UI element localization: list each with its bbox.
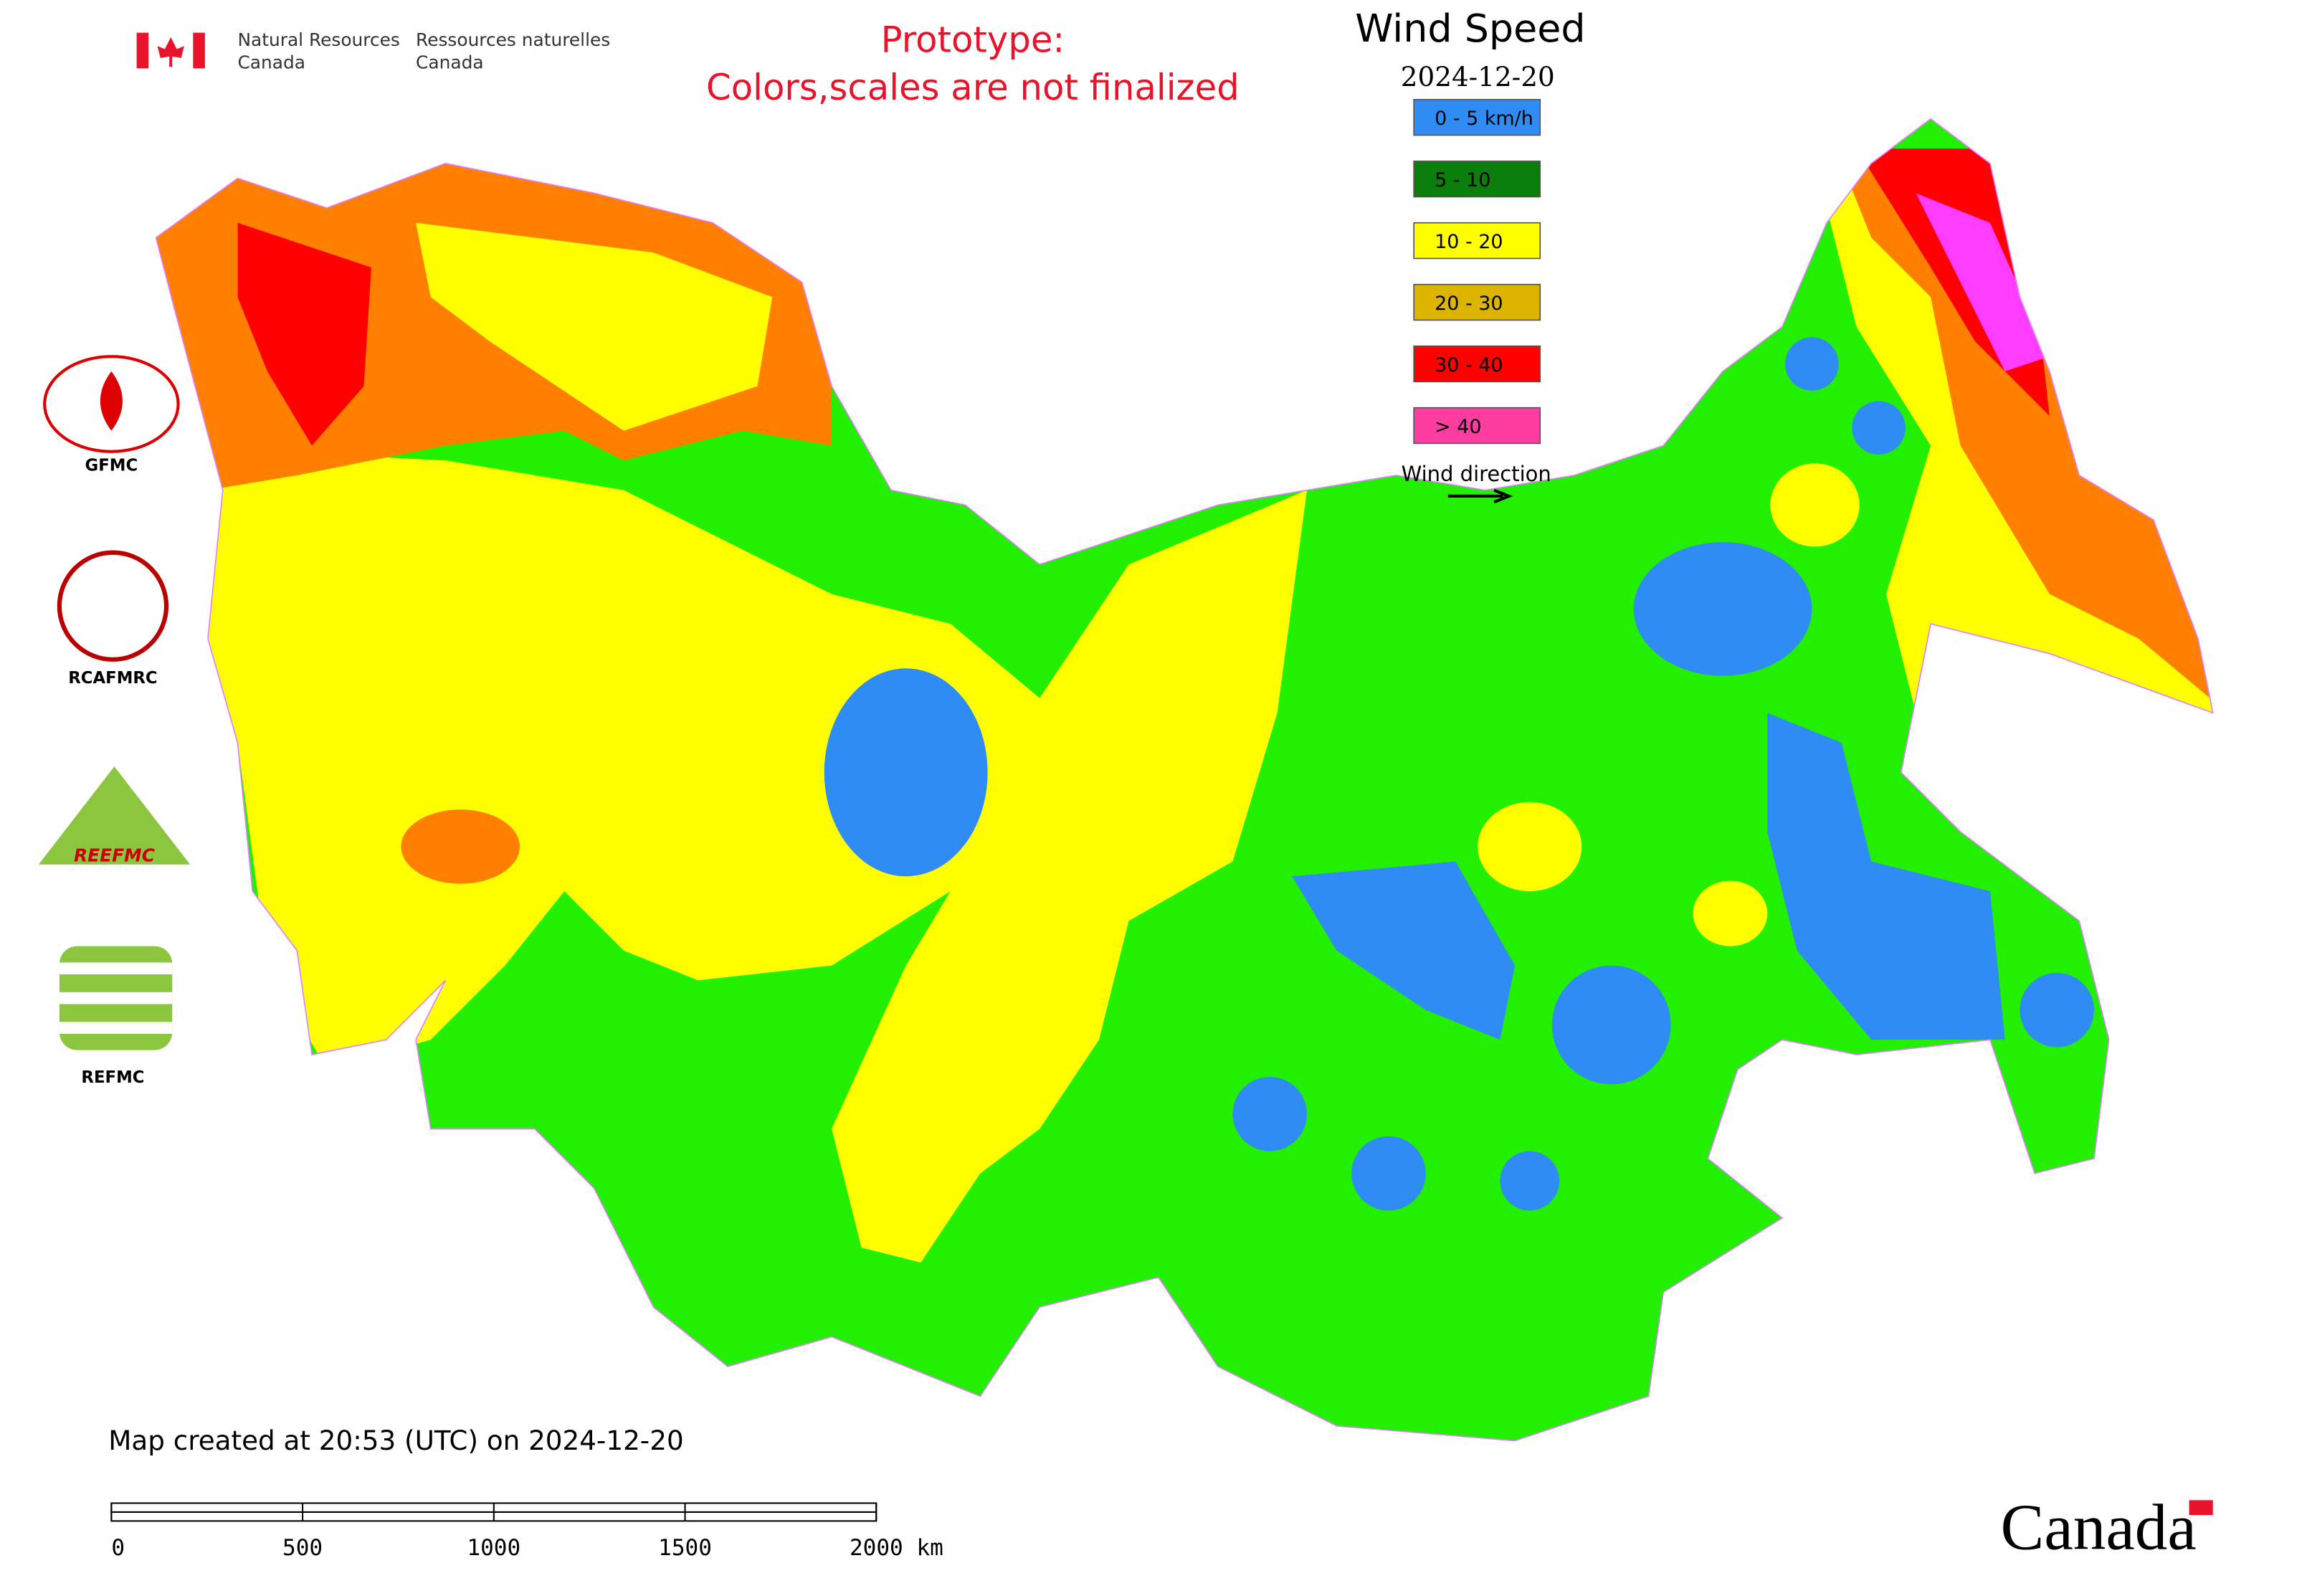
zone-blue [1292, 861, 1516, 1040]
direction-label: Wind direction [1402, 462, 1551, 486]
logo-rcafmrc [57, 550, 169, 662]
zone-red [237, 222, 371, 446]
direction-arrow [1447, 488, 1513, 504]
scale-bar: 0 500 1000 1500 2000 km [110, 1502, 943, 1561]
zone-blue [1351, 1136, 1426, 1211]
zone-yellow [156, 445, 1308, 1263]
logos: GFMC RCAFMRC REEFMC REFMC [38, 355, 191, 1087]
legend-label: 0 - 5 km/h [1435, 108, 1533, 130]
agency-en: Canada [237, 52, 305, 72]
legend-title: Wind Speed [1355, 6, 1585, 51]
legend-swatch [1413, 283, 1541, 321]
agency-en: Natural Resources [237, 29, 399, 50]
scale-label: 0 [111, 1535, 125, 1561]
logo-label: REEFMC [74, 845, 155, 866]
zone-yellow [1693, 880, 1768, 946]
wordmark-flag [2189, 1500, 2213, 1516]
logo-stripe [59, 962, 173, 975]
zone-blue [1500, 1151, 1560, 1211]
logo-stripe [59, 1022, 173, 1034]
legend-label: > 40 [1435, 416, 1481, 438]
legend-date: 2024-12-20 [1401, 61, 1555, 92]
zone-orange [401, 809, 520, 884]
zone-orange [1841, 148, 2213, 713]
zone-blue [1633, 542, 1812, 676]
legend-swatch [1413, 407, 1541, 445]
agency-header: Natural Resources Canada Ressources natu… [136, 29, 610, 72]
logo-stripe [59, 992, 173, 1004]
scale-label: 500 [282, 1535, 323, 1561]
legend-label: 20 - 30 [1435, 293, 1503, 315]
scale-label: 1500 [658, 1535, 712, 1561]
legend-swatch [1413, 98, 1541, 136]
zone-yellow [1770, 463, 1860, 547]
agency-fr: Canada [416, 52, 484, 72]
notice: Colors,scales are not finalized [706, 67, 1240, 108]
legend-swatch [1413, 160, 1541, 198]
flag-bar [136, 32, 149, 69]
created-note: Map created at 20:53 (UTC) on 2024-12-20 [108, 1425, 683, 1456]
canada-wordmark: Canada [2001, 1491, 2197, 1564]
legend: Wind Speed 2024-12-20 Wind direction 0 -… [1355, 6, 1586, 504]
legend-label: 5 - 10 [1435, 169, 1490, 191]
zone-blue [1551, 965, 1671, 1085]
logo-flame [100, 371, 123, 431]
zone-magenta [1916, 193, 2050, 371]
zone-blue [1767, 713, 2005, 1040]
zone-blue [824, 668, 988, 877]
zone-blue [1232, 1076, 1308, 1151]
zone-yellow [416, 222, 773, 431]
logo-reefmc [38, 766, 191, 865]
legend-swatch [1413, 345, 1541, 383]
legend-label: 10 - 20 [1435, 231, 1503, 253]
agency-fr: Ressources naturelles [416, 29, 610, 50]
notice: Prototype: [881, 19, 1065, 61]
scale-label: 2000 km [850, 1535, 943, 1561]
maple-leaf [157, 37, 184, 67]
logo-label: GFMC [85, 457, 138, 475]
legend-label: 30 - 40 [1435, 354, 1503, 376]
zone-blue [1852, 401, 1906, 455]
zone-blue [1785, 337, 1839, 391]
zone-blue [2020, 972, 2094, 1048]
logo-gfmc [43, 355, 180, 453]
logo-label: REFMC [81, 1068, 144, 1087]
logo-label: RCAFMRC [68, 669, 157, 688]
scale-label: 1000 [467, 1535, 520, 1561]
zone-yellow [1478, 802, 1582, 891]
legend-swatch [1413, 222, 1541, 260]
flag-bar [193, 32, 205, 69]
